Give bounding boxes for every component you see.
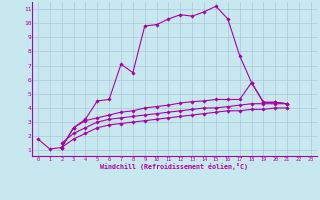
X-axis label: Windchill (Refroidissement éolien,°C): Windchill (Refroidissement éolien,°C) xyxy=(100,163,248,170)
